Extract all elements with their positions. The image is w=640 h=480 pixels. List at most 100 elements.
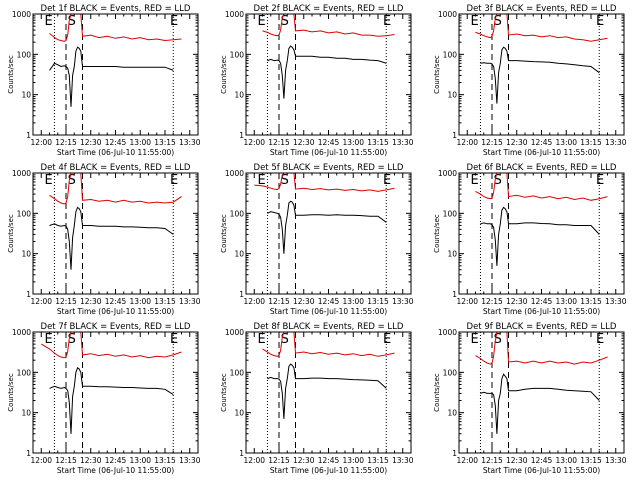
chart-title: Det 8f BLACK = Events, RED = LLD	[254, 322, 404, 332]
series-line-events	[267, 363, 387, 419]
y-tick-label: 1000	[225, 328, 244, 337]
x-tick-label: 12:45	[318, 138, 340, 147]
time-marker-1: E	[258, 173, 266, 188]
y-tick-label: 1	[239, 131, 244, 140]
y-tick-label: 100	[17, 368, 32, 377]
time-marker-1: E	[45, 14, 53, 29]
time-marker-1: E	[258, 332, 266, 347]
x-tick-label: 12:15	[481, 297, 503, 306]
x-tick-label: 12:00	[243, 297, 265, 306]
series-line-lld	[41, 331, 182, 359]
series-line-events	[267, 45, 387, 99]
x-tick-label: 12:15	[55, 456, 77, 465]
y-tick-label: 100	[443, 50, 458, 59]
series-line-events	[480, 46, 600, 104]
y-tick-label: 100	[230, 209, 245, 218]
time-marker-2: S	[494, 173, 502, 188]
y-tick-label: 1000	[438, 328, 457, 337]
x-axis-label: Start Time (06-Jul-10 11:55:00)	[270, 466, 387, 475]
y-tick-label: 1	[452, 290, 457, 299]
time-marker-3: E	[383, 332, 391, 347]
y-tick-label: 10	[234, 91, 244, 100]
x-tick-label: 12:00	[456, 297, 478, 306]
x-tick-label: 13:15	[367, 297, 389, 306]
chart-title: Det 4f BLACK = Events, RED = LLD	[41, 163, 191, 173]
x-tick-label: 12:45	[531, 297, 553, 306]
y-axis-label: Counts/sec	[7, 214, 15, 253]
y-tick-label: 10	[234, 250, 244, 259]
chart-title: Det 6f BLACK = Events, RED = LLD	[467, 163, 617, 173]
y-tick-label: 1	[452, 449, 457, 458]
time-marker-3: E	[596, 173, 604, 188]
y-tick-label: 1000	[438, 169, 457, 178]
time-marker-3: E	[596, 332, 604, 347]
time-marker-2: S	[68, 14, 76, 29]
time-marker-3: E	[170, 173, 178, 188]
y-tick-label: 1	[239, 290, 244, 299]
time-marker-3: E	[383, 14, 391, 29]
x-tick-label: 12:30	[506, 297, 528, 306]
x-tick-label: 13:30	[605, 297, 627, 306]
y-tick-label: 1000	[12, 328, 31, 337]
x-tick-label: 13:15	[154, 138, 176, 147]
x-tick-label: 13:00	[342, 297, 364, 306]
x-tick-label: 12:00	[243, 138, 265, 147]
time-marker-3: E	[170, 332, 178, 347]
x-tick-label: 12:30	[293, 297, 315, 306]
y-tick-label: 100	[17, 50, 32, 59]
x-axis-label: Start Time (06-Jul-10 11:55:00)	[270, 307, 387, 316]
y-tick-label: 1000	[12, 10, 31, 19]
y-tick-label: 100	[230, 368, 245, 377]
x-tick-label: 12:30	[506, 456, 528, 465]
x-tick-label: 13:00	[555, 297, 577, 306]
time-marker-2: S	[281, 332, 289, 347]
x-tick-label: 13:00	[129, 138, 151, 147]
y-tick-label: 100	[443, 368, 458, 377]
time-marker-2: S	[494, 332, 502, 347]
x-tick-label: 12:00	[243, 456, 265, 465]
x-tick-label: 12:00	[456, 456, 478, 465]
x-tick-label: 12:30	[80, 297, 102, 306]
x-tick-label: 12:15	[481, 456, 503, 465]
x-tick-label: 13:30	[605, 138, 627, 147]
y-tick-label: 100	[230, 50, 245, 59]
chart-title: Det 1f BLACK = Events, RED = LLD	[41, 4, 191, 14]
x-axis-label: Start Time (06-Jul-10 11:55:00)	[57, 307, 174, 316]
x-tick-label: 12:30	[506, 138, 528, 147]
x-axis-label: Start Time (06-Jul-10 11:55:00)	[483, 307, 600, 316]
y-tick-label: 1000	[12, 169, 31, 178]
y-tick-label: 10	[21, 409, 31, 418]
time-marker-3: E	[170, 14, 178, 29]
x-tick-label: 12:30	[80, 138, 102, 147]
chart-title: Det 5f BLACK = Events, RED = LLD	[254, 163, 404, 173]
chart-title: Det 2f BLACK = Events, RED = LLD	[254, 4, 404, 14]
y-tick-label: 1	[26, 290, 31, 299]
x-tick-label: 13:00	[342, 138, 364, 147]
x-tick-label: 13:30	[179, 297, 201, 306]
y-tick-label: 1	[26, 449, 31, 458]
y-tick-label: 1000	[225, 169, 244, 178]
time-marker-1: E	[258, 14, 266, 29]
y-axis-label: Counts/sec	[220, 55, 228, 94]
x-tick-label: 12:45	[531, 456, 553, 465]
x-axis-label: Start Time (06-Jul-10 11:55:00)	[483, 148, 600, 157]
x-tick-label: 13:30	[392, 456, 414, 465]
y-tick-label: 10	[447, 409, 457, 418]
y-tick-label: 100	[443, 209, 458, 218]
y-tick-label: 1	[452, 131, 457, 140]
time-marker-1: E	[45, 173, 53, 188]
x-tick-label: 12:45	[105, 297, 127, 306]
x-tick-label: 12:00	[30, 138, 52, 147]
x-tick-label: 12:45	[318, 456, 340, 465]
x-tick-label: 13:30	[179, 456, 201, 465]
x-tick-label: 12:45	[318, 297, 340, 306]
x-tick-label: 12:15	[55, 297, 77, 306]
